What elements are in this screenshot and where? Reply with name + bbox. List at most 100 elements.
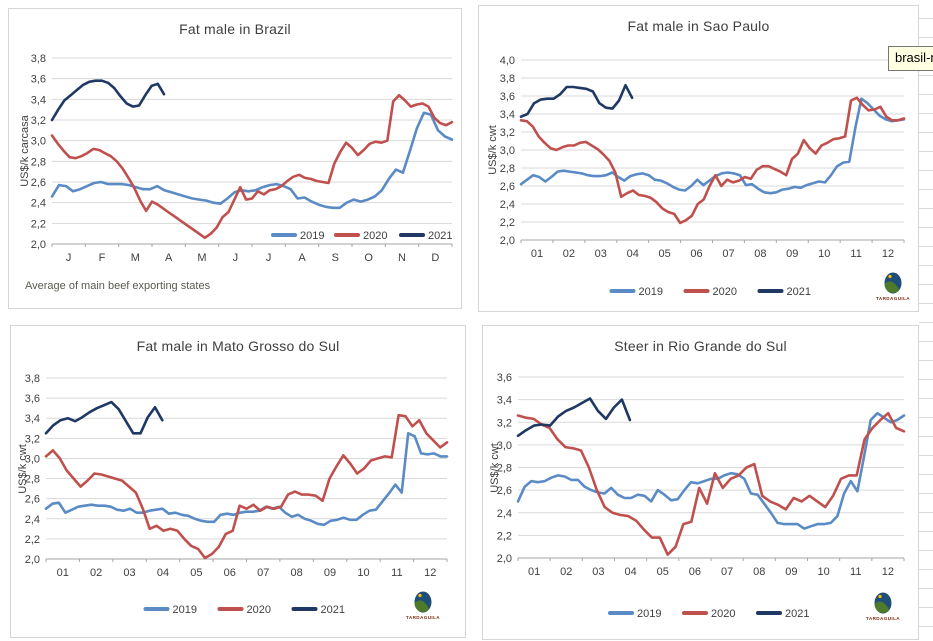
y-tick-label: 2,4	[497, 508, 512, 520]
y-tick-label: 2,0	[497, 553, 512, 565]
chart-canvas: 2,0 2,2 2,4 2,6 2,8 3,0 3,2 3,4 3,6 3,8 01 02 03 04 05…	[25, 373, 449, 620]
chart-panel-steer-rio-grande[interactable]: Steer in Rio Grande do Sul US$/k cwt 2,0…	[482, 325, 919, 640]
series-line-2019	[50, 111, 454, 210]
legend-label: 2021	[785, 608, 809, 620]
legend-swatch	[399, 233, 425, 237]
legend-label: 2021	[428, 230, 452, 242]
x-tick-label: 01	[528, 566, 540, 578]
legend-item-2020[interactable]: 2020	[217, 604, 271, 616]
series-line-2019	[516, 411, 906, 530]
x-tick-label: O	[364, 252, 373, 264]
legend-item-2021[interactable]: 2021	[757, 286, 811, 298]
y-tick-label: 2,4	[31, 198, 46, 210]
x-tick-label: 12	[882, 248, 894, 260]
logo-text: TARDAGUILA	[876, 296, 910, 301]
y-tick-label: 2,4	[500, 199, 515, 211]
y-tick-label: 2,6	[25, 494, 40, 506]
chart-canvas: 2,0 2,2 2,4 2,6 2,8 3,0 3,2 3,4 3,6 3,8 J F M A M J J A S O…	[31, 53, 454, 264]
x-tick-label: 10	[357, 567, 369, 579]
legend-swatch	[608, 611, 634, 615]
legend-label: 2020	[363, 230, 387, 242]
y-tick-label: 3,8	[25, 373, 40, 385]
legend-label: 2021	[321, 604, 345, 616]
series-line-2019	[44, 432, 449, 527]
y-tick-label: 3,4	[31, 94, 46, 106]
series-line-2021	[516, 397, 632, 438]
x-tick-label: J	[266, 252, 272, 264]
y-tick-label: 2,0	[25, 554, 40, 566]
y-tick-label: 3,6	[31, 74, 46, 86]
x-tick-label: 07	[721, 566, 733, 578]
legend-item-2019[interactable]: 2019	[609, 286, 663, 298]
x-tick-label: 09	[324, 567, 336, 579]
legend-label: 2020	[247, 604, 271, 616]
series-line-2020	[50, 93, 454, 240]
series-line-2021	[519, 83, 634, 118]
x-tick-label: 09	[786, 248, 798, 260]
x-tick-label: 05	[190, 567, 202, 579]
y-tick-label: 2,2	[497, 530, 512, 542]
legend-item-2019[interactable]: 2019	[143, 604, 197, 616]
chart-canvas: 2,0 2,2 2,4 2,6 2,8 3,0 3,2 3,4 3,6 01 02 03 04 05 06 0…	[497, 372, 906, 621]
x-tick-label: J	[66, 252, 72, 264]
x-tick-label: 09	[785, 566, 797, 578]
legend-item-2020[interactable]: 2020	[683, 286, 737, 298]
tardaguila-logo: TARDAGUILA	[876, 272, 910, 301]
chart-title: Steer in Rio Grande do Sul	[614, 338, 787, 354]
tardaguila-logo: TARDAGUILA	[866, 592, 900, 621]
chart-footnote: Average of main beef exporting states	[25, 280, 211, 292]
chart-panel-fat-male-sao-paulo[interactable]: Fat male in Sao Paulo US$/k cwt 2,0 2,2 2,…	[478, 5, 919, 312]
y-tick-label: 2,2	[31, 218, 46, 230]
chart-panel-fat-male-mato-grosso[interactable]: Fat male in Mato Grosso do Sul US$/k cwt…	[10, 325, 466, 638]
chart-canvas: 2,0 2,2 2,4 2,6 2,8 3,0 3,2 3,4 3,6 3,8 4,0 01 02 03 0…	[500, 55, 910, 301]
x-tick-label: 07	[722, 248, 734, 260]
chart-title: Fat male in Brazil	[179, 21, 291, 37]
x-tick-label: 01	[531, 248, 543, 260]
legend-swatch	[683, 289, 710, 293]
x-tick-label: M	[131, 252, 140, 264]
y-tick-label: 2,0	[31, 239, 46, 251]
y-tick-label: 3,6	[497, 372, 512, 384]
y-tick-label: 2,0	[500, 235, 515, 247]
legend-label: 2021	[787, 286, 811, 298]
legend-item-2021[interactable]: 2021	[756, 608, 809, 620]
x-tick-label: 08	[754, 248, 766, 260]
y-tick-label: 2,6	[500, 181, 515, 193]
x-tick-label: A	[298, 252, 306, 264]
worksheet-gridlines	[919, 0, 933, 641]
x-tick-label: 06	[690, 248, 702, 260]
series-line-2020	[516, 411, 906, 556]
x-tick-label: 05	[659, 248, 671, 260]
y-tick-label: 3,4	[500, 109, 515, 121]
y-tick-label: 3,2	[500, 127, 515, 139]
legend-item-2020[interactable]: 2020	[682, 608, 735, 620]
y-tick-label: 2,4	[25, 514, 40, 526]
chart-panel-fat-male-brazil[interactable]: Fat male in Brazil US$/k carcasa 2,0 2,2 2…	[8, 8, 462, 309]
legend-item-2021[interactable]: 2021	[399, 230, 452, 242]
logo-text: TARDAGUILA	[406, 615, 440, 620]
tardaguila-logo: TARDAGUILA	[406, 591, 440, 620]
y-tick-label: 3,2	[497, 417, 512, 429]
y-tick-label: 3,8	[500, 73, 515, 85]
x-tick-label: J	[233, 252, 239, 264]
x-tick-label: A	[165, 252, 173, 264]
x-tick-label: 03	[595, 248, 607, 260]
x-tick-label: 08	[753, 566, 765, 578]
y-tick-label: 2,2	[500, 217, 515, 229]
series-line-2020	[519, 96, 906, 225]
x-tick-label: 04	[627, 248, 639, 260]
legend-item-2019[interactable]: 2019	[608, 608, 661, 620]
x-tick-label: 02	[90, 567, 102, 579]
legend-item-2019[interactable]: 2019	[271, 230, 324, 242]
legend-swatch	[757, 289, 784, 293]
y-tick-label: 3,4	[497, 395, 512, 407]
sheet-tab-tooltip: brasil-m	[888, 46, 933, 71]
x-tick-label: 10	[817, 566, 829, 578]
legend-item-2021[interactable]: 2021	[291, 604, 345, 616]
chart-title: Fat male in Sao Paulo	[627, 18, 770, 34]
legend-label: 2020	[713, 286, 737, 298]
y-tick-label: 3,6	[500, 91, 515, 103]
y-tick-label: 3,2	[31, 115, 46, 127]
legend-item-2020[interactable]: 2020	[334, 230, 387, 242]
y-tick-label: 2,8	[31, 156, 46, 168]
